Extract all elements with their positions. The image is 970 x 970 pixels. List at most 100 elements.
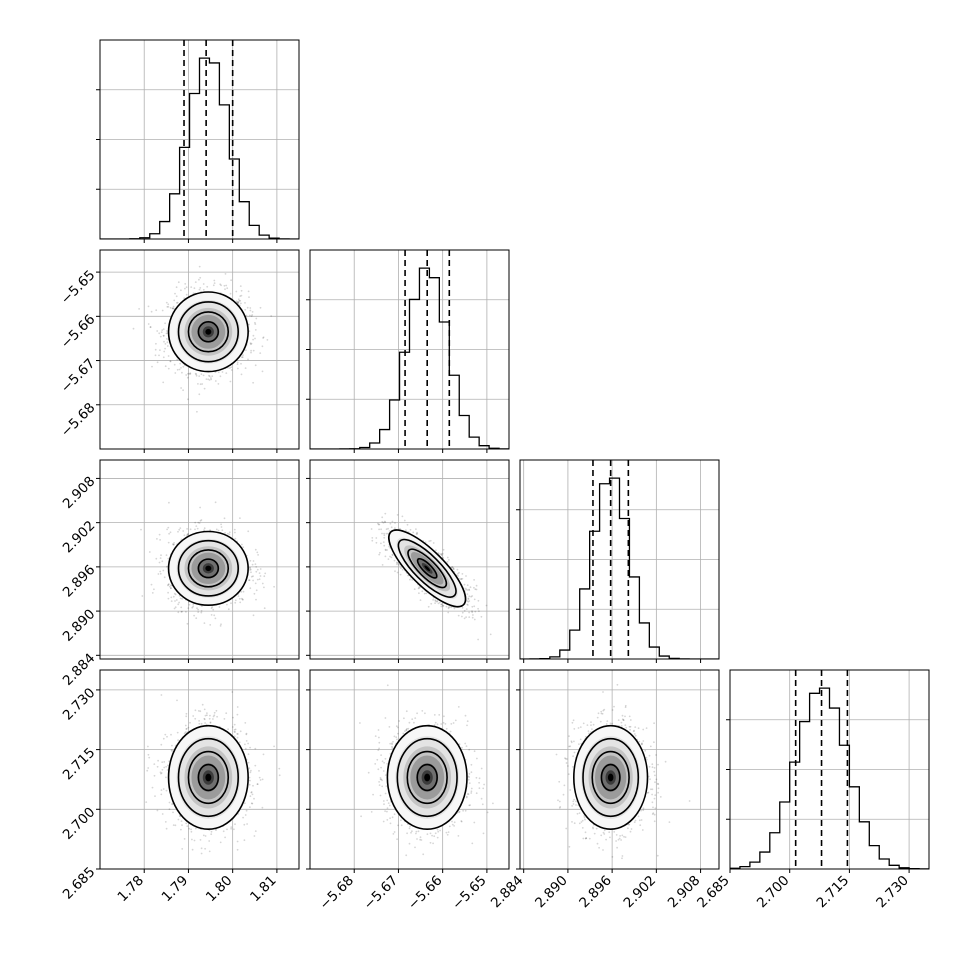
- scatter-point: [391, 554, 394, 557]
- scatter-point: [208, 717, 211, 720]
- scatter-point: [202, 288, 205, 291]
- scatter-point: [377, 523, 380, 526]
- scatter-point: [477, 638, 479, 641]
- scatter-point: [396, 514, 399, 516]
- scatter-point: [199, 276, 202, 279]
- scatter-point: [166, 345, 169, 347]
- scatter-point: [160, 772, 162, 775]
- scatter-point: [389, 555, 391, 558]
- scatter-point: [174, 372, 177, 374]
- scatter-point: [398, 563, 400, 566]
- scatter-point: [219, 283, 222, 286]
- scatter-point: [180, 367, 182, 369]
- panel-frame: [99, 39, 300, 240]
- scatter-point: [405, 529, 407, 532]
- scatter-point: [240, 373, 243, 376]
- scatter-point: [473, 586, 475, 589]
- scatter-point: [180, 606, 183, 609]
- scatter-point: [167, 303, 170, 306]
- scatter-point: [203, 708, 206, 711]
- scatter-point: [179, 597, 182, 600]
- scatter-point: [205, 378, 208, 380]
- scatter-point: [259, 352, 262, 354]
- scatter-point: [187, 372, 189, 375]
- scatter-point: [239, 730, 242, 733]
- scatter-point: [165, 332, 168, 335]
- scatter-point: [198, 288, 201, 291]
- scatter-point: [471, 595, 474, 597]
- scatter-point: [248, 579, 251, 582]
- scatter-point: [164, 347, 167, 350]
- scatter-point: [233, 723, 236, 726]
- scatter-point: [177, 603, 180, 606]
- scatter-point: [388, 545, 391, 548]
- scatter-point: [195, 373, 198, 376]
- scatter-point: [240, 597, 243, 600]
- scatter-point: [167, 583, 170, 586]
- scatter-point: [413, 588, 416, 590]
- scatter-point: [249, 343, 252, 346]
- density-peak: [205, 328, 212, 335]
- scatter-point: [245, 349, 247, 351]
- scatter-point: [423, 592, 426, 595]
- scatter-point: [211, 606, 214, 608]
- scatter-point: [167, 557, 170, 560]
- scatter-point: [163, 350, 166, 353]
- scatter-point: [261, 370, 264, 373]
- scatter-point: [250, 802, 253, 805]
- scatter-point: [256, 578, 259, 581]
- scatter-point: [458, 571, 460, 574]
- scatter-point: [263, 586, 265, 589]
- scatter-point: [258, 578, 261, 581]
- scatter-point: [262, 337, 264, 339]
- scatter-point: [453, 568, 455, 570]
- scatter-point: [471, 610, 473, 613]
- scatter-point: [154, 348, 157, 351]
- scatter-point: [162, 334, 165, 337]
- scatter-point: [212, 608, 215, 611]
- scatter-point: [220, 284, 223, 287]
- scatter-point: [465, 608, 468, 610]
- scatter-point: [199, 519, 202, 522]
- scatter-point: [381, 532, 383, 535]
- scatter-point: [233, 528, 236, 531]
- y-tick-label: −5.67: [58, 356, 99, 397]
- density-contour: [187, 549, 230, 588]
- scatter-point: [252, 349, 255, 352]
- scatter-point: [210, 607, 213, 610]
- scatter-point: [237, 595, 240, 597]
- scatter-point: [434, 599, 437, 601]
- scatter-point: [234, 537, 237, 540]
- scatter-point: [378, 523, 381, 526]
- scatter-point: [172, 307, 175, 310]
- scatter-point: [187, 607, 190, 609]
- scatter-point: [186, 534, 189, 536]
- scatter-point: [249, 568, 252, 571]
- scatter-point: [163, 761, 166, 763]
- scatter-point: [252, 614, 255, 617]
- scatter-point: [175, 295, 178, 298]
- scatter-point: [247, 358, 249, 361]
- scatter-point: [188, 827, 191, 830]
- density-peak: [205, 565, 212, 572]
- scatter-point: [189, 373, 192, 375]
- scatter-point: [406, 523, 409, 526]
- scatter-point: [442, 548, 445, 551]
- scatter-point: [259, 306, 262, 309]
- scatter-point: [227, 532, 229, 535]
- scatter-point: [155, 342, 157, 345]
- density-contour: [177, 301, 239, 363]
- scatter-point: [197, 611, 200, 613]
- scatter-point: [217, 371, 220, 374]
- scatter-point: [164, 322, 167, 325]
- scatter-point: [243, 839, 246, 842]
- scatter-point: [235, 300, 238, 302]
- scatter-point: [153, 774, 156, 777]
- scatter-point: [162, 335, 165, 337]
- scatter-point: [183, 534, 186, 537]
- scatter-point: [399, 527, 401, 530]
- y-tick-label: 2.890: [60, 606, 99, 645]
- scatter-point: [453, 607, 456, 610]
- scatter-point: [421, 590, 424, 593]
- scatter-point: [229, 292, 232, 295]
